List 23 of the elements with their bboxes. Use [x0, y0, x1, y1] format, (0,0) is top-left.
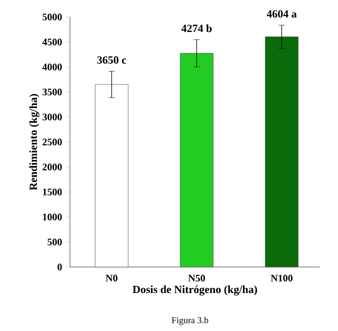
y-tick-label: 2000 [42, 164, 62, 170]
x-tick-label: N0 [106, 274, 118, 282]
data-label: 4274 b [181, 24, 212, 32]
y-axis-title: Rendimiento (kg/ha) [29, 94, 40, 190]
bar [180, 53, 214, 268]
y-tick-label: 4500 [42, 38, 62, 46]
data-label: 3650 c [97, 56, 126, 64]
y-tick-label: 0 [58, 264, 62, 270]
y-tick-label: 5000 [42, 14, 62, 20]
x-tick-label: N100 [270, 274, 292, 282]
y-tick-label: 3500 [42, 88, 62, 96]
y-tick-label: 500 [48, 238, 62, 246]
bar [94, 84, 128, 268]
y-tick-label: 2500 [42, 138, 62, 146]
bar [265, 36, 298, 268]
text: Figura 3.b [172, 316, 208, 326]
y-tick-label: 1000 [43, 214, 62, 220]
y-tick-label: 4000 [42, 64, 62, 70]
x-axis-title: Dosis de Nitrógeno (kg/ha) [132, 285, 257, 296]
y-tick-label: 1500 [43, 188, 62, 196]
y-tick-label: 3000 [42, 114, 62, 120]
x-tick-label: N50 [188, 274, 205, 282]
data-label: 4604 a [266, 10, 297, 18]
